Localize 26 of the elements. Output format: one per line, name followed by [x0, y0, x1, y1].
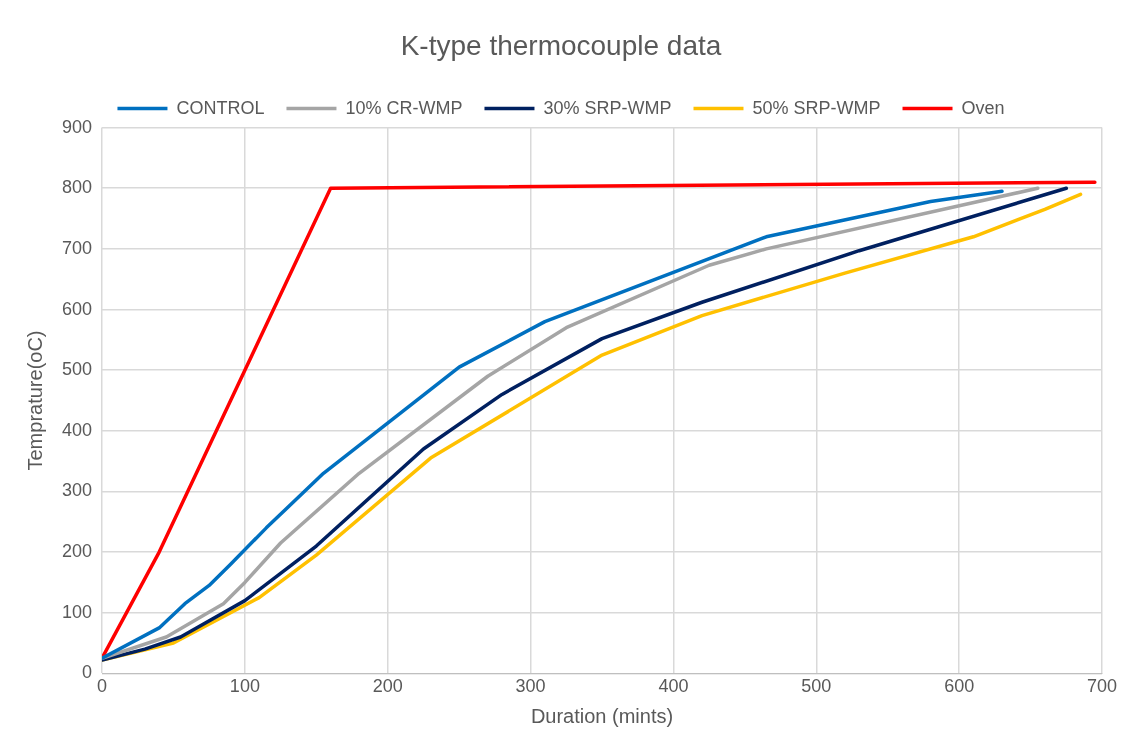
x-axis-title: Duration (mints) — [530, 704, 674, 727]
x-tick-label: 700 — [1086, 676, 1118, 697]
x-tick-label: 500 — [801, 676, 832, 697]
x-tick-label: 100 — [229, 676, 260, 697]
y-tick-label: 500 — [61, 359, 93, 380]
y-tick-label: 100 — [61, 601, 93, 622]
y-tick-label: 400 — [61, 419, 93, 440]
legend-label: Oven — [961, 97, 1005, 118]
y-axis-title: Temprature(oC) — [23, 330, 46, 471]
x-tick-label: 200 — [372, 676, 403, 697]
y-tick-label: 800 — [61, 177, 93, 198]
legend-label: 30% SRP-WMP — [543, 97, 672, 118]
y-tick-label: 900 — [61, 116, 93, 137]
x-tick-label: 0 — [97, 676, 108, 697]
legend-label: 10% CR-WMP — [345, 97, 463, 118]
chart-title: K-type thermocouple data — [400, 29, 722, 61]
y-tick-label: 700 — [61, 237, 93, 258]
legend-label: CONTROL — [176, 97, 265, 118]
y-tick-label: 300 — [61, 480, 93, 501]
y-tick-label: 600 — [61, 298, 93, 319]
x-tick-label: 300 — [515, 676, 546, 697]
x-tick-label: 400 — [658, 676, 689, 697]
legend-label: 50% SRP-WMP — [752, 97, 881, 118]
x-tick-label: 600 — [944, 676, 975, 697]
y-tick-label: 0 — [82, 662, 93, 683]
y-tick-label: 200 — [61, 541, 93, 562]
